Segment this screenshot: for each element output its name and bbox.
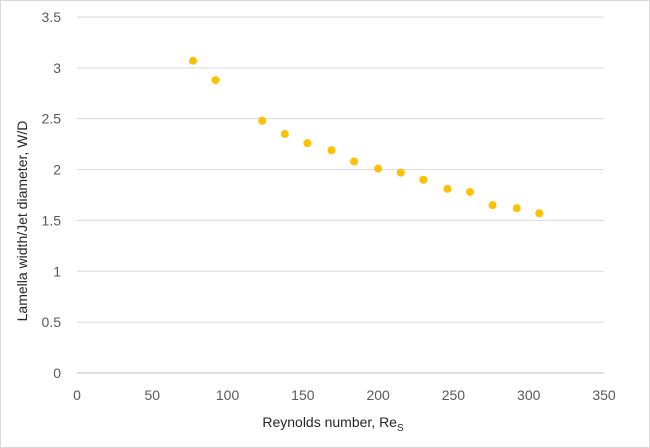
y-tick-label: 3	[53, 60, 61, 76]
data-point	[258, 116, 267, 125]
y-tick-label: 2.5	[42, 111, 62, 127]
x-tick-label: 250	[442, 387, 466, 403]
y-axis-title: Lamella width/Jet diameter, W/D	[14, 121, 30, 322]
data-point	[396, 168, 405, 177]
data-point	[350, 157, 359, 166]
y-tick-label: 0.5	[42, 314, 62, 330]
data-point	[211, 76, 220, 85]
data-point	[419, 175, 428, 184]
data-points	[188, 56, 544, 218]
x-axis-title: Reynolds number, ReS	[262, 414, 404, 434]
x-tick-label: 200	[366, 387, 390, 403]
x-tick-labels: 0 50 100 150 200 250 300 350	[73, 387, 616, 403]
gridlines	[77, 16, 604, 374]
x-tick-label: 50	[144, 387, 160, 403]
data-point	[280, 129, 289, 138]
data-point	[465, 187, 474, 196]
data-point	[374, 164, 383, 173]
y-tick-label: 0	[53, 365, 61, 381]
y-tick-label: 3.5	[42, 9, 62, 25]
data-point	[303, 139, 312, 148]
y-tick-labels: 0 0.5 1 1.5 2 2.5 3 3.5	[42, 9, 62, 381]
x-axis-title-subscript: S	[397, 423, 404, 434]
data-point	[188, 56, 197, 65]
data-point	[488, 201, 497, 210]
data-point	[512, 204, 521, 213]
data-point	[327, 146, 336, 155]
y-tick-label: 1	[53, 263, 61, 279]
x-tick-label: 100	[216, 387, 240, 403]
x-tick-label: 0	[73, 387, 81, 403]
x-tick-label: 150	[291, 387, 315, 403]
y-tick-label: 2	[53, 162, 61, 178]
x-axis-title-main: Reynolds number, Re	[262, 414, 397, 430]
y-tick-label: 1.5	[42, 212, 62, 228]
x-tick-label: 300	[517, 387, 541, 403]
data-point	[535, 209, 544, 218]
x-tick-label: 350	[592, 387, 616, 403]
data-point	[443, 184, 452, 193]
